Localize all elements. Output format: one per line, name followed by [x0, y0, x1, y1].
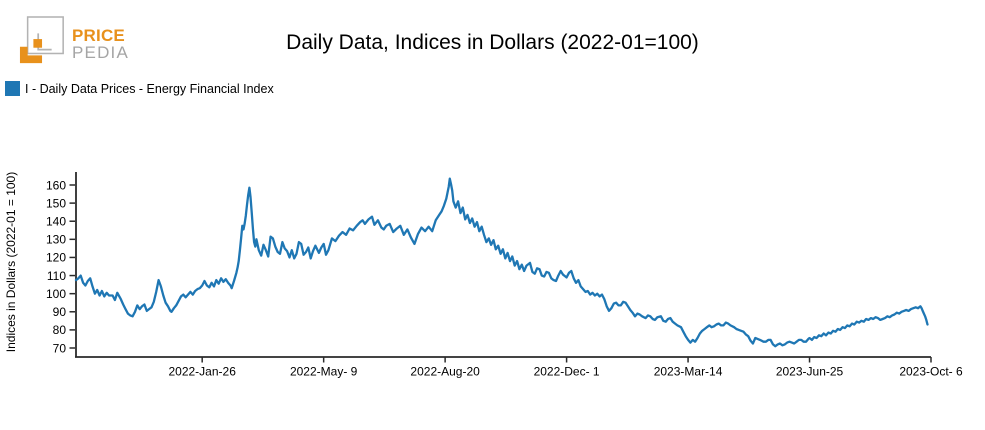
pricepedia-logo: PRICE PEDIA: [19, 14, 129, 68]
y-tick-label: 110: [47, 269, 66, 283]
y-tick-label: 80: [53, 323, 67, 337]
x-tick-label: 2022-Dec- 1: [534, 365, 600, 379]
x-tick-label: 2023-Mar-14: [654, 365, 723, 379]
y-tick-label: 140: [46, 215, 66, 229]
y-tick-label: 90: [53, 305, 67, 319]
logo-brand-price: PRICE: [72, 26, 125, 45]
y-tick-label: 120: [46, 251, 66, 265]
x-tick-label: 2023-Oct- 6: [899, 365, 963, 379]
pricepedia-logo-icon: [19, 16, 64, 64]
y-tick-label: 70: [53, 341, 67, 355]
x-tick-label: 2022-Jan-26: [168, 365, 236, 379]
y-tick-label: 150: [46, 196, 66, 210]
x-tick-label: 2022-May- 9: [290, 365, 358, 379]
legend: I - Daily Data Prices - Energy Financial…: [5, 81, 274, 96]
y-tick-label: 100: [46, 287, 66, 301]
logo-wordmark: PRICE PEDIA: [72, 27, 129, 62]
legend-swatch-icon: [5, 81, 20, 96]
legend-label: I - Daily Data Prices - Energy Financial…: [25, 81, 274, 96]
y-tick-label: 160: [46, 178, 66, 192]
x-tick-label: 2022-Aug-20: [410, 365, 480, 379]
page-title: Daily Data, Indices in Dollars (2022-01=…: [286, 31, 699, 54]
x-tick-label: 2023-Jun-25: [776, 365, 844, 379]
logo-brand-pedia: PEDIA: [72, 43, 130, 63]
y-tick-label: 130: [46, 233, 66, 247]
series-line: [74, 177, 929, 348]
